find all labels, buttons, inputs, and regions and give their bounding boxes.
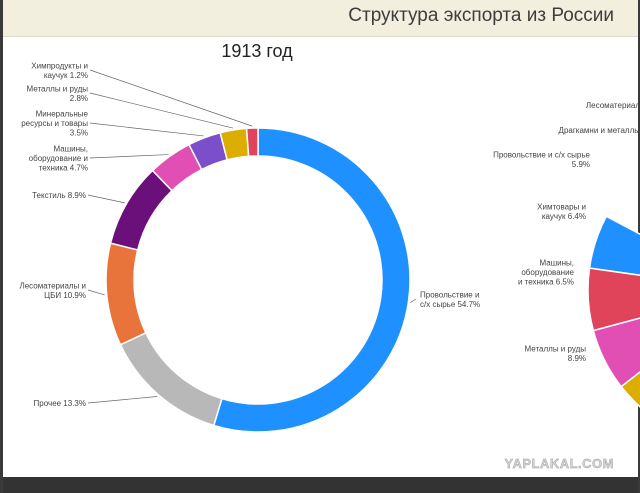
- partial-slice-label-4-line: оборудование: [521, 268, 574, 277]
- slice-label-7: Химпродукты и каучук 1.2%: [31, 61, 88, 80]
- leader-line-2: [87, 289, 105, 296]
- partial-slice-label-3-line: Химтовары и: [537, 202, 586, 211]
- chart-1-donut: [105, 127, 411, 433]
- slice-label-4: Машины, оборудование и техника 4.7%: [29, 145, 88, 173]
- partial-slice-label-1: Драгкамни и металлы: [559, 126, 640, 135]
- leader-line-3: [87, 194, 125, 204]
- chart-1-title: 1913 год: [221, 41, 293, 61]
- leader-line-0: [410, 298, 417, 303]
- partial-slice-label-4-line: Машины,: [540, 259, 574, 268]
- slice-label-7-line: Химпродукты и: [31, 61, 88, 70]
- slice-label-5-line: 3.5%: [70, 129, 88, 138]
- leader-line-5: [89, 122, 204, 137]
- partial-slice-0: [588, 215, 640, 277]
- slice-label-5-line: Минеральные: [36, 110, 89, 119]
- slice-label-2-line: Лесоматериалы и: [19, 281, 86, 290]
- slice-label-4-line: оборудование и: [29, 154, 88, 163]
- partial-slice-label-0-line: Лесоматериал: [586, 101, 640, 110]
- chart-1-labels: Провольствие и с/х сырье 54.7% Прочее 13.3…: [19, 61, 480, 408]
- partial-slice-3: [620, 371, 640, 408]
- slice-label-2: Лесоматериалы и ЦБИ 10.9%: [19, 281, 86, 300]
- slice-1: [119, 331, 223, 427]
- leader-line-7: [89, 69, 253, 127]
- partial-slice-1: [587, 267, 640, 332]
- slice-label-1-line: Прочее 13.3%: [34, 399, 86, 408]
- partial-slice-label-5: Металлы и руды 8.9%: [525, 344, 587, 363]
- partial-slice-label-2: Провольствие и с/х сырье 5.9%: [493, 150, 590, 169]
- slice-label-3-line: Текстиль 8.9%: [32, 191, 86, 200]
- leader-line-6: [89, 92, 234, 129]
- slice-label-4-line: техника 4.7%: [39, 164, 88, 173]
- slice-3: [109, 169, 174, 251]
- chart-2-donut-partial: [587, 215, 640, 408]
- slice-label-6: Металлы и руды 2.8%: [27, 84, 89, 103]
- partial-slice-label-1-line: Драгкамни и металлы: [559, 126, 640, 135]
- slice-label-6-line: Металлы и руды: [27, 84, 89, 93]
- chart-2-labels: Лесоматериал Драгкамни и металлы Провольст…: [493, 101, 640, 363]
- slice-label-6-line: 2.8%: [70, 94, 88, 103]
- slice-0: [212, 127, 411, 433]
- leader-line-4: [89, 154, 169, 159]
- partial-slice-label-3-line: каучук 6.4%: [542, 212, 586, 221]
- partial-slice-label-4: Машины, оборудование и техника 6.5%: [518, 259, 575, 287]
- watermark: YAPLAKAL.COM: [504, 456, 614, 471]
- slice-label-7-line: каучук 1.2%: [44, 71, 88, 80]
- partial-slice-label-5-line: Металлы и руды: [525, 344, 587, 353]
- slice-label-5-line: ресурсы и товары: [21, 119, 88, 128]
- partial-slice-label-3: Химтовары и каучук 6.4%: [537, 202, 586, 221]
- slice-7: [245, 127, 259, 158]
- partial-slice-label-5-line: 8.9%: [568, 354, 586, 363]
- slice-2: [105, 242, 147, 346]
- slice-label-3: Текстиль 8.9%: [32, 191, 86, 200]
- slice-label-5: Минеральные ресурсы и товары 3.5%: [21, 110, 88, 138]
- slice-label-0: Провольствие и с/х сырье 54.7%: [420, 290, 480, 309]
- slice-label-2-line: ЦБИ 10.9%: [44, 291, 86, 300]
- slice-label-0-line: Провольствие и: [420, 290, 479, 299]
- partial-slice-label-2-line: Провольствие и с/х сырье: [493, 150, 590, 159]
- slice-label-1: Прочее 13.3%: [34, 399, 86, 408]
- header-banner: Структура экспорта из России: [3, 0, 638, 37]
- slice-label-4-line: Машины,: [54, 145, 88, 154]
- slice-label-0-line: с/х сырье 54.7%: [420, 300, 480, 309]
- partial-slice-label-0: Лесоматериал: [586, 101, 640, 110]
- leader-line-1: [87, 396, 158, 404]
- bottom-band: [3, 477, 638, 493]
- partial-slice-2: [592, 317, 640, 388]
- partial-slice-label-2-line: 5.9%: [572, 160, 590, 169]
- partial-slice-label-4-line: и техника 6.5%: [518, 278, 574, 287]
- left-frame-edge: [0, 0, 3, 493]
- banner-title: Структура экспорта из России: [348, 5, 614, 26]
